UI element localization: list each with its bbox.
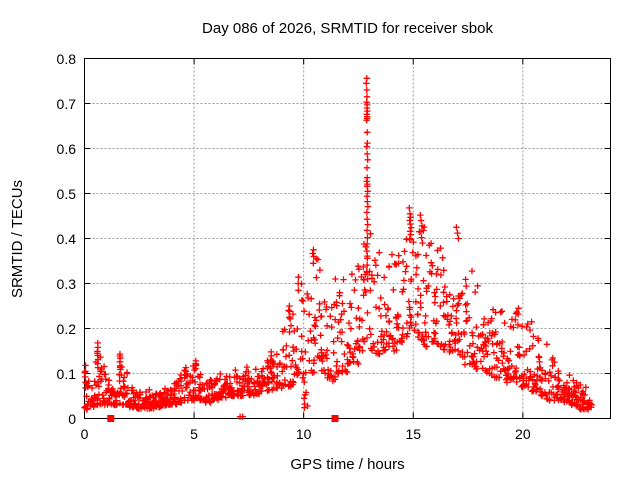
y-tick-label: 0.4: [56, 230, 76, 247]
x-tick-label: 5: [190, 426, 198, 442]
x-tick-label: 15: [405, 426, 422, 442]
y-tick-label: 0.1: [56, 365, 76, 382]
x-axis-label: GPS time / hours: [290, 456, 405, 473]
y-tick-label: 0: [68, 410, 76, 427]
scatter-points: [81, 75, 595, 420]
y-tick-label: 0.2: [56, 320, 76, 337]
x-tick-label: 10: [295, 426, 312, 442]
x-tick-label: 0: [80, 426, 89, 442]
y-tick-label: 0.8: [56, 50, 76, 67]
x-tick-label: 20: [515, 426, 531, 442]
y-tick-label: 0.5: [56, 185, 76, 202]
y-tick-label: 0.3: [56, 275, 76, 292]
grid-lines: [84, 58, 611, 419]
axis-tick-marks: [84, 58, 611, 419]
y-tick-label: 0.7: [56, 95, 76, 112]
y-tick-label: 0.6: [56, 140, 76, 157]
chart-title: Day 086 of 2026, SRMTID for receiver sbo…: [202, 20, 493, 37]
